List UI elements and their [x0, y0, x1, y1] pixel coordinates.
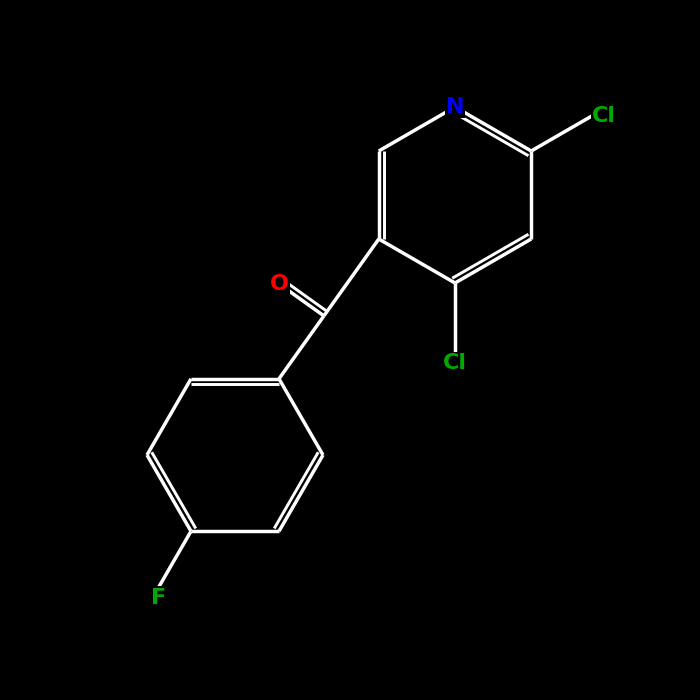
Text: F: F	[151, 587, 166, 608]
Text: Cl: Cl	[592, 106, 616, 126]
Text: Cl: Cl	[443, 353, 467, 373]
Text: N: N	[446, 97, 464, 117]
Text: O: O	[270, 274, 288, 294]
